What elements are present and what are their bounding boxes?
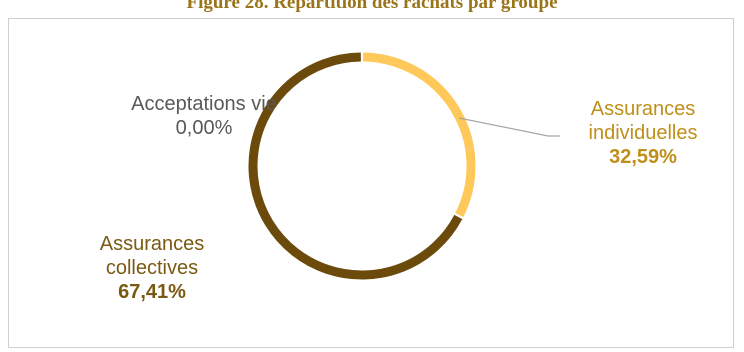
slice-1	[248, 52, 463, 280]
donut-slices	[248, 52, 476, 280]
chart-frame	[8, 18, 734, 348]
slice-value: 32,59%	[609, 146, 677, 168]
slice-value: 67,41%	[118, 281, 186, 303]
slice-0	[363, 52, 476, 218]
slice-name-line-2: collectives	[105, 257, 199, 279]
slice-name-line-1: Assurances	[99, 233, 205, 255]
slice-label-collectives: Assurances collectives 67,41%	[52, 232, 252, 304]
slice-value: 0,00%	[175, 117, 233, 139]
chart-title: Figure 28. Répartition des rachats par g…	[186, 0, 558, 13]
leader-line-individuelles	[458, 117, 560, 137]
slice-name-line-1: Assurances	[590, 98, 696, 120]
slice-label-acceptations-vie: Acceptations vie 0,00%	[94, 92, 314, 140]
slice-name: Acceptations vie	[131, 93, 277, 115]
slice-label-individuelles: Assurances individuelles 32,59%	[548, 97, 738, 169]
slice-name-line-2: individuelles	[588, 122, 698, 144]
